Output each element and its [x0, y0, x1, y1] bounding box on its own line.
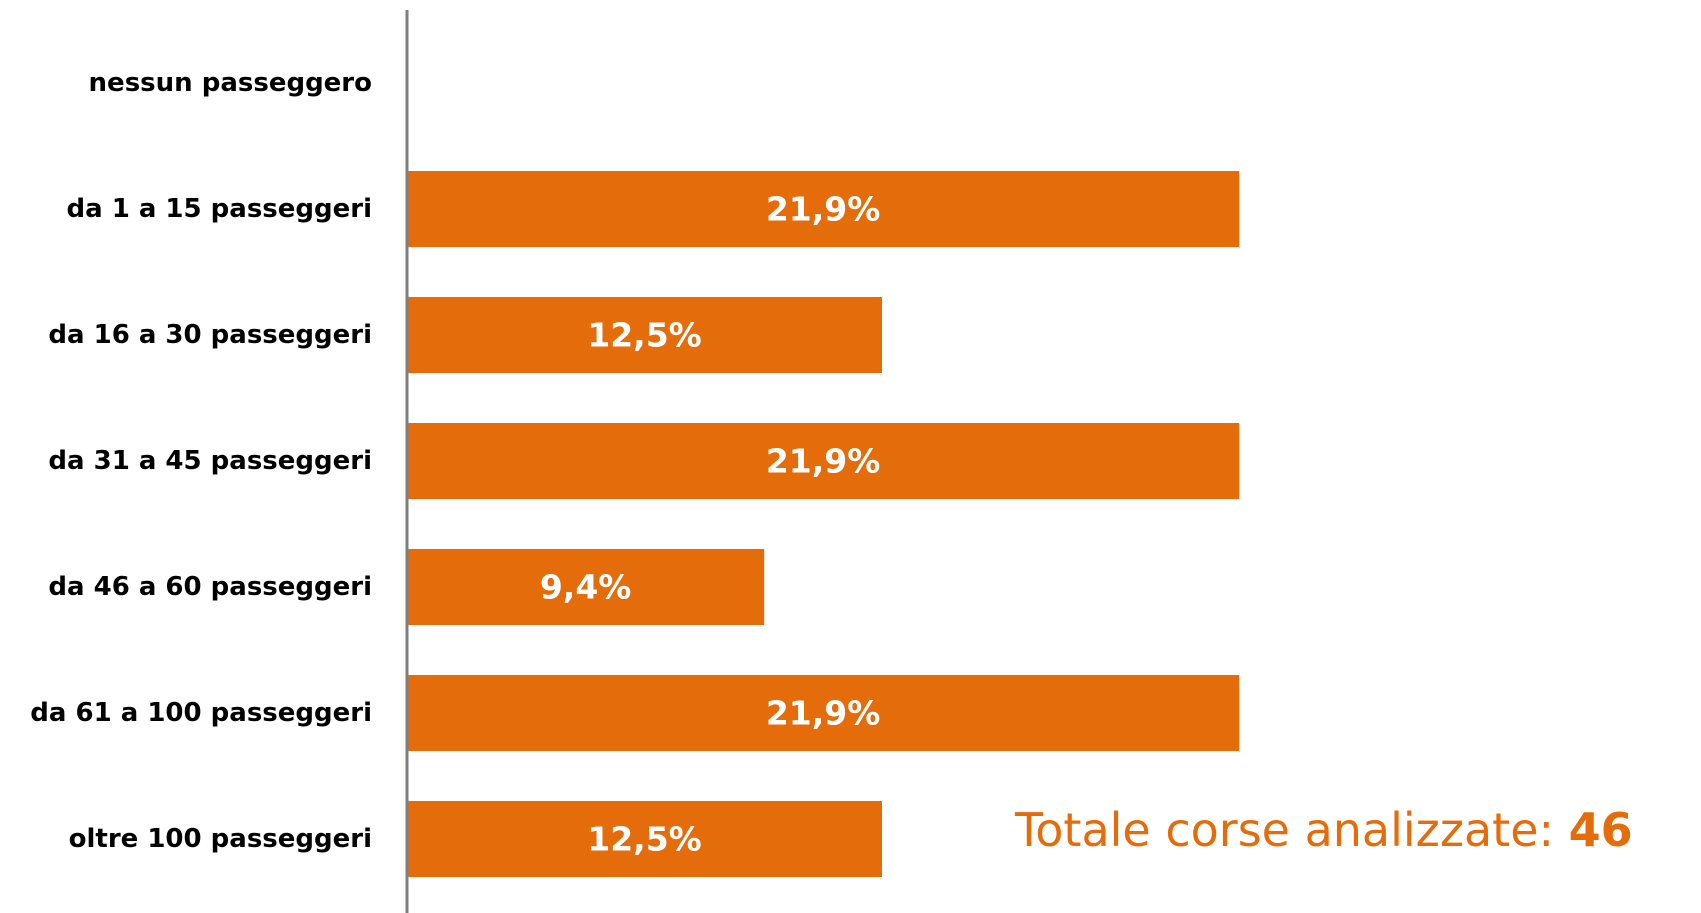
- category-label-3: da 16 a 30 passeggeri: [48, 320, 372, 350]
- total-runs-summary: Totale corse analizzate: 46: [1015, 807, 1633, 853]
- category-label-4: da 31 a 45 passeggeri: [48, 446, 372, 476]
- bar-7: [407, 801, 882, 877]
- total-runs-value: 46: [1568, 803, 1633, 857]
- category-labels-group: nessun passeggero da 1 a 15 passeggeri da …: [30, 68, 372, 854]
- bars-group: [407, 171, 1240, 877]
- bar-5: [407, 549, 765, 625]
- bar-3: [407, 297, 882, 373]
- data-labels-group: 21,9% 12,5% 21,9% 9,4% 21,9% 12,5%: [540, 190, 881, 859]
- bar-2: [407, 171, 1240, 247]
- category-label-2: da 1 a 15 passeggeri: [66, 194, 372, 224]
- data-label-7: 12,5%: [587, 820, 702, 859]
- data-label-6: 21,9%: [766, 694, 881, 733]
- data-label-4: 21,9%: [766, 442, 881, 481]
- category-label-6: da 61 a 100 passeggeri: [30, 698, 372, 728]
- category-label-1: nessun passeggero: [89, 68, 372, 98]
- total-runs-label: Totale corse analizzate:: [1015, 803, 1569, 857]
- data-label-3: 12,5%: [587, 316, 702, 355]
- bar-6: [407, 675, 1240, 751]
- bar-4: [407, 423, 1240, 499]
- data-label-2: 21,9%: [766, 190, 881, 229]
- category-label-7: oltre 100 passeggeri: [69, 824, 372, 854]
- data-label-5: 9,4%: [540, 568, 632, 607]
- category-label-5: da 46 a 60 passeggeri: [48, 572, 372, 602]
